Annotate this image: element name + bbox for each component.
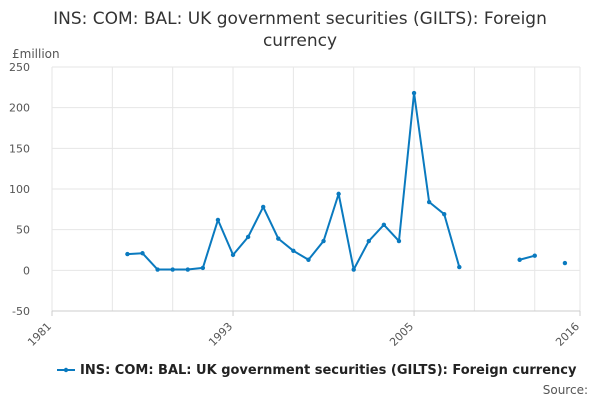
x-tick-label: 2005: [387, 320, 416, 349]
y-tick-label: 100: [9, 183, 30, 196]
data-point[interactable]: [125, 251, 130, 257]
series-layer: [125, 90, 568, 272]
axis-layer: -50 0 50 100 150 200 250 1981 1993 2005 2016: [9, 61, 582, 349]
y-tick-label: 50: [16, 224, 30, 237]
data-point[interactable]: [517, 257, 522, 262]
data-point[interactable]: [396, 238, 402, 244]
data-point[interactable]: [306, 257, 311, 262]
x-tick-label: 1981: [25, 320, 54, 349]
data-point[interactable]: [411, 90, 417, 96]
data-point[interactable]: [215, 217, 221, 223]
source-label: Source:: [543, 383, 588, 397]
y-tick-label: 150: [9, 142, 30, 155]
data-point[interactable]: [336, 191, 341, 197]
data-point[interactable]: [457, 264, 462, 270]
x-tick-label: 1993: [206, 320, 235, 349]
data-point[interactable]: [366, 238, 371, 244]
y-tick-label: -50: [12, 305, 30, 318]
data-point[interactable]: [321, 238, 326, 244]
data-point[interactable]: [381, 222, 387, 227]
data-point[interactable]: [140, 251, 145, 256]
grid-layer: [51, 66, 581, 312]
y-tick-label: 200: [9, 102, 30, 115]
data-point[interactable]: [291, 248, 296, 254]
y-tick-label: 250: [9, 61, 30, 74]
data-point[interactable]: [245, 234, 251, 240]
data-point[interactable]: [155, 267, 160, 272]
legend-label: INS: COM: BAL: UK government securities …: [80, 363, 577, 378]
x-tick-label: 2016: [553, 320, 582, 349]
data-point[interactable]: [532, 253, 537, 258]
data-point[interactable]: [200, 265, 206, 271]
data-point[interactable]: [442, 212, 447, 217]
data-point[interactable]: [230, 252, 236, 258]
data-point[interactable]: [185, 267, 190, 272]
chart-title-line-2: currency: [263, 31, 337, 51]
data-point[interactable]: [351, 267, 356, 272]
series-line: [519, 254, 536, 261]
legend: INS: COM: BAL: UK government securities …: [57, 363, 577, 378]
legend-swatch-marker: [63, 367, 69, 373]
data-point[interactable]: [261, 204, 266, 210]
data-point[interactable]: [170, 267, 175, 272]
data-point[interactable]: [276, 236, 281, 241]
data-point[interactable]: [426, 199, 432, 205]
y-tick-label: 0: [23, 264, 30, 277]
y-axis-unit-label: £million: [12, 47, 60, 61]
chart-title-line-1: INS: COM: BAL: UK government securities …: [53, 9, 547, 29]
data-point[interactable]: [562, 260, 568, 266]
